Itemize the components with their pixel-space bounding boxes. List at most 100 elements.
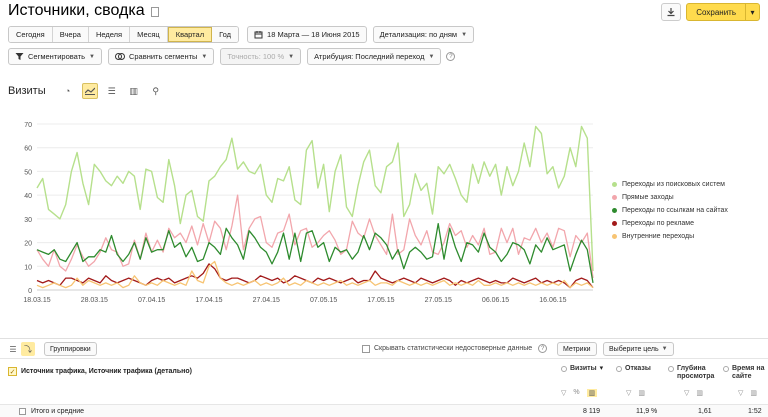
column-time-label: Время на сайте xyxy=(732,365,765,380)
page-title-text: Источники, сводка xyxy=(8,2,145,19)
line-chart-icon[interactable] xyxy=(81,83,98,99)
percent-icon[interactable]: % xyxy=(573,389,580,396)
y-tick-label: 40 xyxy=(24,193,32,200)
y-tick-label: 20 xyxy=(24,241,32,248)
period-quarter[interactable]: Квартал xyxy=(167,27,213,42)
date-range-picker[interactable]: 18 Марта — 18 Июня 2015 xyxy=(247,26,367,43)
column-controls: ▽ % ▥ xyxy=(561,389,598,397)
area-chart-icon[interactable]: ☰ xyxy=(107,85,116,96)
y-tick-label: 10 xyxy=(24,264,32,271)
radio-icon[interactable] xyxy=(561,366,567,372)
filter-icon[interactable]: ▽ xyxy=(626,390,632,397)
chart-legend: Переходы из поисковых систем Прямые захо… xyxy=(612,178,728,243)
period-row: Сегодня Вчера Неделя Месяц Квартал Год 1… xyxy=(8,26,475,43)
column-time[interactable]: Время на сайте xyxy=(723,365,765,381)
save-button[interactable]: Сохранить ▾ xyxy=(686,3,760,21)
filter-row: Сегментировать ▼ Сравнить сегменты ▼ Точ… xyxy=(2,48,456,65)
column-depth-label: Глубина просмотра xyxy=(677,365,715,380)
radio-icon[interactable] xyxy=(668,366,674,372)
period-year[interactable]: Год xyxy=(212,27,239,42)
bar-chart-icon[interactable]: ▥ xyxy=(586,389,598,397)
hide-unreliable-toggle[interactable]: Скрывать статистически недостоверные дан… xyxy=(362,344,548,353)
total-bounces: 11,9 % xyxy=(636,408,658,415)
x-tick-label: 16.06.15 xyxy=(539,297,566,304)
detail-select[interactable]: Детализация: по дням ▼ xyxy=(372,26,475,43)
tree-view-icon[interactable]: ⤵ xyxy=(21,342,35,356)
series-line-4 xyxy=(36,260,594,289)
attribution-select[interactable]: Атрибуция: Последний переход ▼ xyxy=(307,48,442,65)
x-tick-label: 17.04.15 xyxy=(195,297,222,304)
goal-select[interactable]: Выберите цель ▼ xyxy=(603,342,674,356)
x-tick-label: 06.06.15 xyxy=(482,297,509,304)
bar-chart-icon[interactable]: ▥ xyxy=(750,390,758,397)
metrics-button[interactable]: Метрики xyxy=(557,342,597,356)
column-controls: ▽ ▥ xyxy=(684,389,703,397)
checkmark-icon[interactable]: ✓ xyxy=(8,367,17,376)
period-yesterday[interactable]: Вчера xyxy=(52,27,89,42)
chart-grid xyxy=(37,123,593,291)
bar-chart-icon[interactable]: ▥ xyxy=(129,85,138,96)
compare-segments-button[interactable]: Сравнить сегменты ▼ xyxy=(107,48,215,65)
chevron-down-icon: ▼ xyxy=(428,53,435,60)
checkbox[interactable] xyxy=(362,344,370,353)
chart-header: Визиты ◔ ☰ ▥ ⚲ xyxy=(8,83,164,99)
help-icon[interactable]: ? xyxy=(538,344,548,353)
segment-button[interactable]: Сегментировать ▼ xyxy=(8,48,102,65)
map-pin-icon[interactable]: ⚲ xyxy=(152,85,159,96)
x-tick-label: 18.03.15 xyxy=(23,297,50,304)
filter-icon[interactable]: ▽ xyxy=(561,390,567,397)
x-tick-label: 27.05.15 xyxy=(425,297,452,304)
accuracy-select-text: Точность: 100 % xyxy=(227,52,285,61)
bar-chart-icon[interactable]: ▥ xyxy=(638,390,646,397)
radio-icon[interactable] xyxy=(616,366,622,372)
sort-desc-icon: ▾ xyxy=(599,365,604,372)
header-actions: Сохранить ▾ xyxy=(661,3,760,21)
table-header: ✓ Источник трафика, Источник трафика (де… xyxy=(0,358,768,404)
column-bounces[interactable]: Отказы xyxy=(616,365,651,373)
accuracy-select[interactable]: Точность: 100 % ▼ xyxy=(220,48,302,65)
compare-segments-label: Сравнить сегменты xyxy=(128,52,198,61)
radio-icon[interactable] xyxy=(723,366,729,372)
x-tick-label: 07.04.15 xyxy=(138,297,165,304)
download-icon xyxy=(667,8,675,17)
y-tick-label: 50 xyxy=(24,169,32,176)
checkbox[interactable] xyxy=(19,408,26,415)
filter-icon[interactable]: ▽ xyxy=(738,390,744,397)
help-icon[interactable]: ? xyxy=(446,52,456,61)
date-range-text: 18 Марта — 18 Июня 2015 xyxy=(267,30,360,39)
dimension-header[interactable]: ✓ Источник трафика, Источник трафика (де… xyxy=(8,367,192,376)
compare-icon xyxy=(114,53,125,60)
legend-item-internal[interactable]: Внутренние переходы xyxy=(612,230,728,243)
column-visits[interactable]: Визиты ▾ xyxy=(561,365,603,373)
chevron-down-icon[interactable]: ▾ xyxy=(745,4,759,20)
period-week[interactable]: Неделя xyxy=(88,27,131,42)
legend-item-search[interactable]: Переходы из поисковых систем xyxy=(612,178,728,191)
period-month[interactable]: Месяц xyxy=(130,27,168,42)
column-visits-label: Визиты xyxy=(570,365,597,372)
bookmark-icon[interactable] xyxy=(150,7,159,17)
total-time: 1:52 xyxy=(748,408,762,415)
period-today[interactable]: Сегодня xyxy=(9,27,53,42)
list-view-icon[interactable]: ☰ xyxy=(9,344,17,354)
chevron-down-icon: ▼ xyxy=(461,31,468,38)
legend-item-links[interactable]: Переходы по ссылкам на сайтах xyxy=(612,204,728,217)
column-depth[interactable]: Глубина просмотра xyxy=(668,365,715,381)
attribution-select-text: Атрибуция: Последний переход xyxy=(314,52,425,61)
legend-item-direct[interactable]: Прямые заходы xyxy=(612,191,728,204)
segment-button-label: Сегментировать xyxy=(28,52,86,61)
calendar-icon xyxy=(254,31,263,39)
y-tick-label: 70 xyxy=(24,122,32,129)
groupings-button[interactable]: Группировки xyxy=(44,342,97,356)
legend-dot xyxy=(612,234,617,239)
legend-item-ads[interactable]: Переходы по рекламе xyxy=(612,217,728,230)
download-button[interactable] xyxy=(661,3,682,21)
bar-chart-icon[interactable]: ▥ xyxy=(696,390,704,397)
visits-chart[interactable]: 0 10 20 30 40 50 60 70 18.03.15 28.03.15 07.04.15… xyxy=(0,110,610,310)
filter-icon[interactable]: ▽ xyxy=(684,390,690,397)
pie-chart-icon[interactable]: ◔ xyxy=(64,86,71,96)
x-tick-label: 17.05.15 xyxy=(367,297,394,304)
y-tick-label: 30 xyxy=(24,217,32,224)
column-controls: ▽ ▥ xyxy=(738,389,757,397)
y-tick-label: 0 xyxy=(28,288,32,295)
series-line-1 xyxy=(36,194,594,279)
